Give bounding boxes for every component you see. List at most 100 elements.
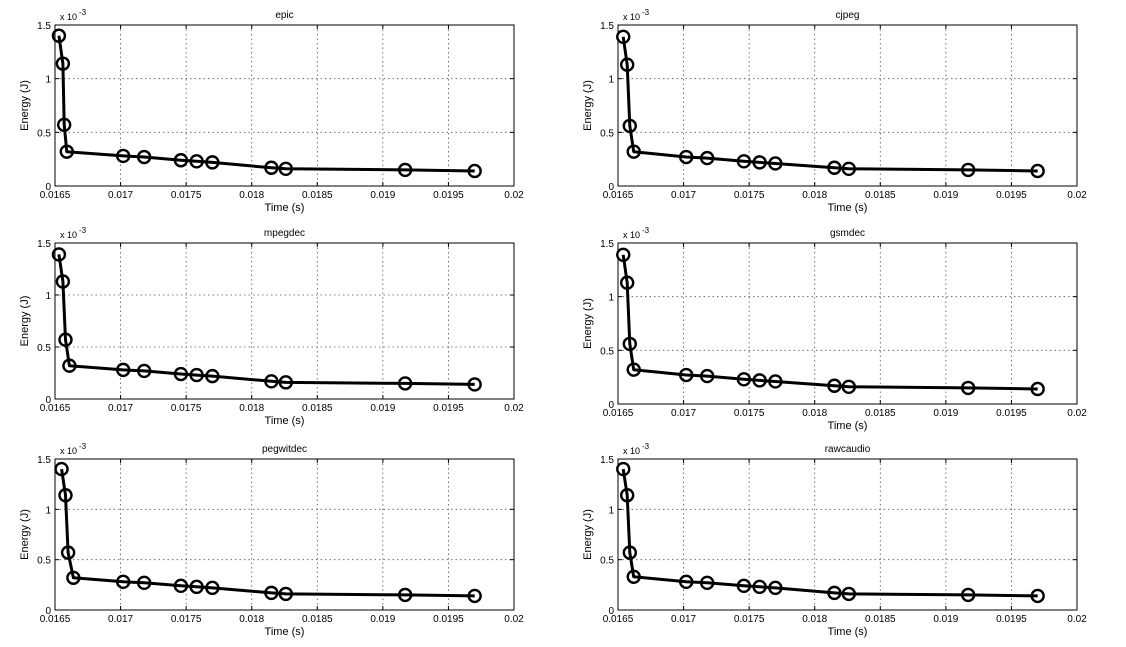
x-tick-label: 0.018 (239, 614, 264, 625)
data-point (622, 118, 638, 134)
data-point (264, 374, 279, 389)
data-point (626, 362, 641, 377)
data-point (467, 163, 482, 179)
data-point (841, 379, 857, 395)
data-point (619, 275, 635, 290)
data-point (699, 368, 715, 384)
x-tick-label: 0.0175 (171, 403, 202, 414)
y-tick-label: 0.5 (600, 556, 614, 567)
data-point (960, 162, 976, 178)
y-exponent-power: -3 (642, 8, 650, 17)
x-tick-label: 0.019 (933, 614, 958, 625)
data-point (66, 570, 81, 585)
x-tick-label: 0.0175 (734, 614, 765, 625)
data-point (827, 585, 842, 601)
y-tick-label: 1 (608, 505, 614, 516)
data-point (136, 149, 152, 165)
x-tick-label: 0.017 (671, 614, 696, 625)
x-tick-label: 0.0195 (433, 403, 464, 414)
data-point (736, 578, 752, 594)
y-tick-label: 1 (45, 75, 51, 86)
x-tick-label: 0.0175 (171, 190, 202, 201)
series-line (621, 468, 1038, 598)
subplot-mpegdec: 0.0165 0.017 0.0175 0.018 0.0185 0.019 0.0195 0… (19, 226, 524, 427)
data-point (173, 366, 189, 382)
y-axis-label: Energy (J) (19, 296, 31, 347)
subplot-pegwitdec: 0.0165 0.017 0.0175 0.018 0.0185 0.019 0.0195 0… (19, 442, 524, 638)
data-point (56, 117, 72, 133)
y-tick-label: 1 (608, 75, 614, 86)
data-point (752, 373, 767, 388)
data-point (626, 144, 641, 159)
y-tick-label: 1 (45, 291, 51, 302)
data-point (678, 367, 694, 383)
data-point (205, 155, 220, 170)
data-point (768, 374, 783, 389)
chart-title: gsmdec (830, 228, 865, 239)
data-point (752, 579, 767, 595)
y-exponent-power: -3 (642, 442, 650, 451)
data-point (960, 587, 976, 603)
data-point (467, 588, 482, 604)
series-line (57, 254, 475, 386)
x-tick-label: 0.018 (239, 403, 264, 414)
chart-title: cjpeg (836, 10, 860, 21)
y-tick-label: 1.5 (600, 21, 614, 32)
x-tick-label: 0.019 (370, 614, 395, 625)
data-point (205, 580, 220, 596)
data-point (397, 162, 413, 178)
data-point (622, 545, 638, 560)
chart-title: rawcaudio (825, 444, 871, 455)
data-point (616, 461, 631, 477)
y-tick-label: 0.5 (37, 343, 51, 354)
series-line (621, 36, 1038, 173)
data-point (58, 332, 73, 347)
x-tick-label: 0.019 (933, 190, 958, 201)
data-point (619, 57, 635, 72)
data-point (768, 156, 783, 171)
x-tick-label: 0.018 (802, 408, 827, 419)
data-point (278, 586, 294, 602)
data-point (278, 161, 294, 177)
x-tick-label: 0.019 (370, 190, 395, 201)
data-point (616, 29, 631, 45)
data-point (189, 154, 204, 169)
y-exponent-base: x 10 (623, 12, 640, 22)
x-tick-label: 0.0165 (40, 190, 71, 201)
y-exponent-base: x 10 (623, 446, 640, 456)
y-tick-label: 1.5 (600, 239, 614, 250)
x-tick-label: 0.0165 (40, 403, 71, 414)
data-point (278, 375, 294, 390)
series-line (57, 35, 475, 173)
subplot-epic: 0.0165 0.017 0.0175 0.018 0.0185 0.019 0.0195 0… (19, 8, 524, 214)
y-exponent-power: -3 (79, 226, 87, 235)
y-exponent-base: x 10 (623, 230, 640, 240)
data-point (736, 154, 752, 169)
x-tick-label: 0.019 (933, 408, 958, 419)
x-tick-label: 0.02 (504, 190, 524, 201)
data-point (115, 574, 131, 590)
x-axis-label: Time (s) (828, 420, 868, 432)
y-tick-label: 0.5 (600, 346, 614, 357)
x-tick-label: 0.0165 (603, 190, 634, 201)
chart-title: pegwitdec (262, 444, 307, 455)
data-point (205, 368, 220, 384)
data-point (1030, 381, 1045, 397)
x-tick-label: 0.0175 (171, 614, 202, 625)
data-point (264, 160, 279, 175)
y-tick-label: 1.5 (37, 455, 51, 466)
plot-area (54, 24, 515, 187)
y-exponent-power: -3 (79, 442, 87, 451)
plot-area (54, 458, 515, 611)
x-tick-label: 0.0165 (603, 408, 634, 419)
data-point (678, 149, 694, 165)
data-point (768, 580, 783, 596)
data-point (62, 358, 77, 373)
plot-area (54, 242, 515, 400)
data-point (626, 569, 641, 584)
x-tick-label: 0.017 (671, 408, 696, 419)
x-tick-label: 0.02 (1067, 190, 1087, 201)
x-tick-label: 0.0195 (996, 190, 1027, 201)
y-exponent-base: x 10 (60, 446, 77, 456)
data-point (736, 372, 752, 387)
